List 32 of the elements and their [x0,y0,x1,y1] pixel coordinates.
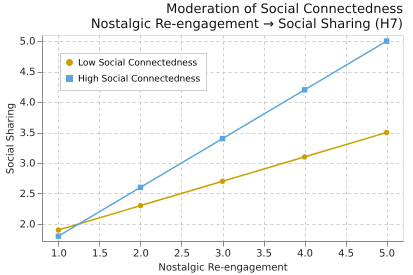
point [384,130,390,136]
text: Nostalgic Re-engagement → Social Sharing (H7) [90,17,403,32]
y-axis-title: Social Sharing [6,102,17,174]
x-axis-title: Nostalgic Re-engagement [158,262,288,274]
y-tick-label: 4.0 [20,98,36,109]
x-tick-label: 4.0 [297,248,313,260]
legend-label: Low Social Connectedness [78,58,198,68]
point [138,202,144,208]
x-tick-label: 4.5 [338,248,354,260]
x-tick-label: 2.5 [174,248,190,260]
point [302,87,308,93]
x-tick-label: 2.0 [133,248,149,260]
point [220,178,226,184]
x-tick-label: 3.5 [256,248,272,260]
x-tick-label: 1.0 [50,248,67,260]
x-tick-label: 5.0 [379,248,396,260]
point [302,154,308,160]
y-tick-label: 4.5 [20,67,36,78]
x-tick-label: 3.0 [215,248,231,260]
legend-label: High Social Connectedness [78,74,200,84]
point [138,184,144,190]
y-tick-label: 3.0 [20,158,36,170]
point [56,227,62,233]
y-tick-label: 3.5 [20,128,36,140]
text: Moderation of Social Connectedness [166,2,403,17]
point [56,233,62,239]
point [220,136,226,142]
y-tick-label: 2.0 [20,219,36,230]
point [384,38,390,44]
y-tick-label: 2.5 [20,188,36,200]
x-tick-label: 1.5 [92,248,108,260]
y-tick-label: 5.0 [20,36,36,48]
